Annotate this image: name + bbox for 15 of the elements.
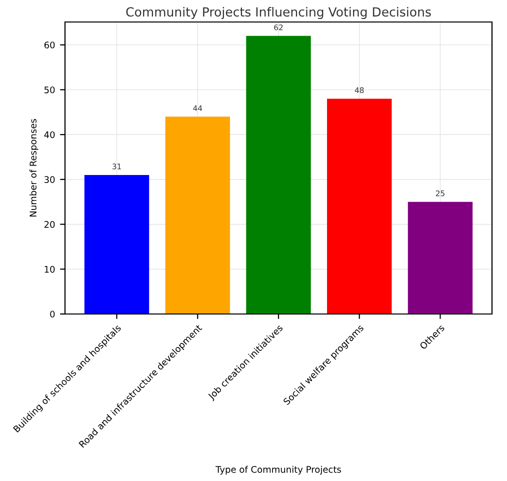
bar [246,36,311,314]
y-tick-label: 40 [44,131,55,138]
bar [408,202,473,314]
bar [84,174,150,314]
y-tick-label: 60 [44,42,55,48]
bar [165,116,230,314]
y-tick-label: 0 [50,310,55,318]
chart-title: Community Projects Influencing Voting Decisions [126,6,431,20]
y-axis-title: Number of Responses [29,119,38,216]
bar [327,98,392,314]
y-tick-label: 20 [44,221,55,228]
y-tick-label: 50 [44,86,55,94]
y-tick-label: 30 [44,176,55,183]
x-axis-title: Type of Community Projects [216,466,341,475]
y-tick-label: 10 [44,266,55,273]
